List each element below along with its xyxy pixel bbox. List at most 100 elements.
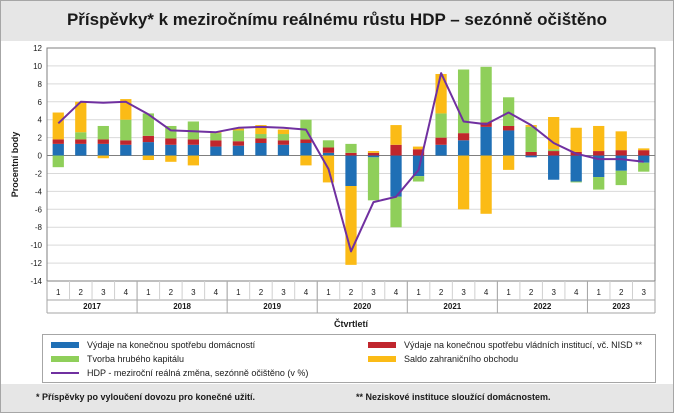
year-label: 2017 [83,302,101,311]
x-tick-label: 1 [416,288,421,297]
bar-households [390,155,402,197]
bar-capital [322,140,335,148]
bar-government [503,125,515,131]
bar-households [457,140,470,156]
x-tick-label: 1 [596,288,601,297]
bar-government [120,140,132,145]
x-tick-label: 1 [506,288,511,297]
x-tick-label: 2 [169,288,174,297]
legend-label-gdp: HDP - meziroční reálná změna, sezónně oč… [87,368,309,378]
y-tick-label: -6 [35,205,43,214]
bar-government [457,133,470,141]
bar-government [390,144,402,156]
legend-item-gdp: HDP - meziroční reálná změna, sezónně oč… [51,368,308,378]
legend-label-capital: Tvorba hrubého kapitálu [87,354,185,364]
bar-trade [255,125,267,135]
bar-households [142,142,154,156]
bar-households [570,155,582,182]
year-label: 2022 [534,302,552,311]
bar-trade [457,155,470,210]
bar-government [142,135,154,143]
x-tick-label: 3 [191,288,196,297]
y-tick-label: 10 [33,62,42,71]
bar-households [548,155,560,180]
bar-trade [638,148,650,151]
bar-trade [345,186,357,265]
y-tick-label: -2 [35,169,43,178]
bar-households [503,130,515,156]
x-tick-label: 4 [304,288,309,297]
bar-households [52,143,64,156]
x-tick-label: 3 [461,288,466,297]
bar-capital [412,176,425,182]
bar-government [75,139,87,144]
bar-capital [120,119,132,141]
legend-swatch-gdp [51,372,79,374]
x-tick-label: 4 [394,288,399,297]
legend-swatch-trade [368,356,396,362]
bar-capital [638,162,650,172]
bar-households [165,144,177,156]
bar-households [210,146,222,156]
bar-government [255,138,267,143]
y-tick-label: -8 [35,223,43,232]
bar-capital [548,149,560,152]
y-tick-label: -4 [35,187,43,196]
y-tick-label: -10 [30,241,42,250]
x-tick-label: 3 [101,288,106,297]
legend-label-households: Výdaje na konečnou spotřebu domácností [87,340,256,350]
bar-layer [52,66,650,265]
gdp-line-layer [57,72,644,253]
x-tick-label: 2 [439,288,444,297]
bar-trade [615,131,627,151]
bar-capital [390,196,402,228]
bar-households [367,155,380,158]
bar-capital [277,134,290,141]
bar-households [277,144,290,156]
title-band [1,1,673,41]
x-tick-label: 2 [79,288,84,297]
bar-government [187,139,199,145]
bar-households [187,144,199,156]
bar-government [165,138,177,145]
legend-item-trade: Saldo zahraničního obchodu [368,354,518,364]
bar-capital [52,155,64,168]
bar-capital [367,157,380,201]
bar-trade [142,155,154,161]
bar-households [480,126,492,156]
bar-capital [142,113,154,136]
bar-government [97,139,109,144]
y-tick-label: 12 [33,44,42,53]
legend-item-households: Výdaje na konečnou spotřebu domácností [51,340,255,350]
x-tick-label: 1 [146,288,151,297]
legend-swatch-government [368,342,396,348]
plot-border [46,47,656,282]
bar-government [232,141,245,146]
legend-item-government: Výdaje na konečnou spotřebu vládních ins… [368,340,642,350]
y-tick-label: 4 [38,116,43,125]
x-axis-title: Čtvrtletí [334,318,369,329]
legend: Výdaje na konečnou spotřebu domácností V… [42,334,656,383]
bar-government [322,147,335,153]
bar-households [322,152,335,156]
bar-trade [390,125,402,145]
bar-government [52,139,64,144]
x-tick-label: 1 [56,288,61,297]
footnote-left: * Příspěvky po vyloučení dovozu pro kone… [36,392,256,402]
bar-capital [75,132,87,140]
bar-government [412,149,425,156]
bar-government [435,137,447,145]
bar-government [300,139,312,143]
bar-government [210,140,222,147]
y-tick-label: 2 [38,134,43,143]
bar-households [300,142,312,156]
bar-trade [75,101,87,133]
gdp-line [57,72,644,253]
bar-government [638,150,650,156]
bar-trade [480,155,492,214]
bar-capital [165,125,177,139]
x-tick-label: 2 [529,288,534,297]
bar-trade [435,73,447,114]
footnote-right: ** Neziskové instituce sloužící domácnos… [356,392,551,402]
bar-trade [548,117,560,150]
